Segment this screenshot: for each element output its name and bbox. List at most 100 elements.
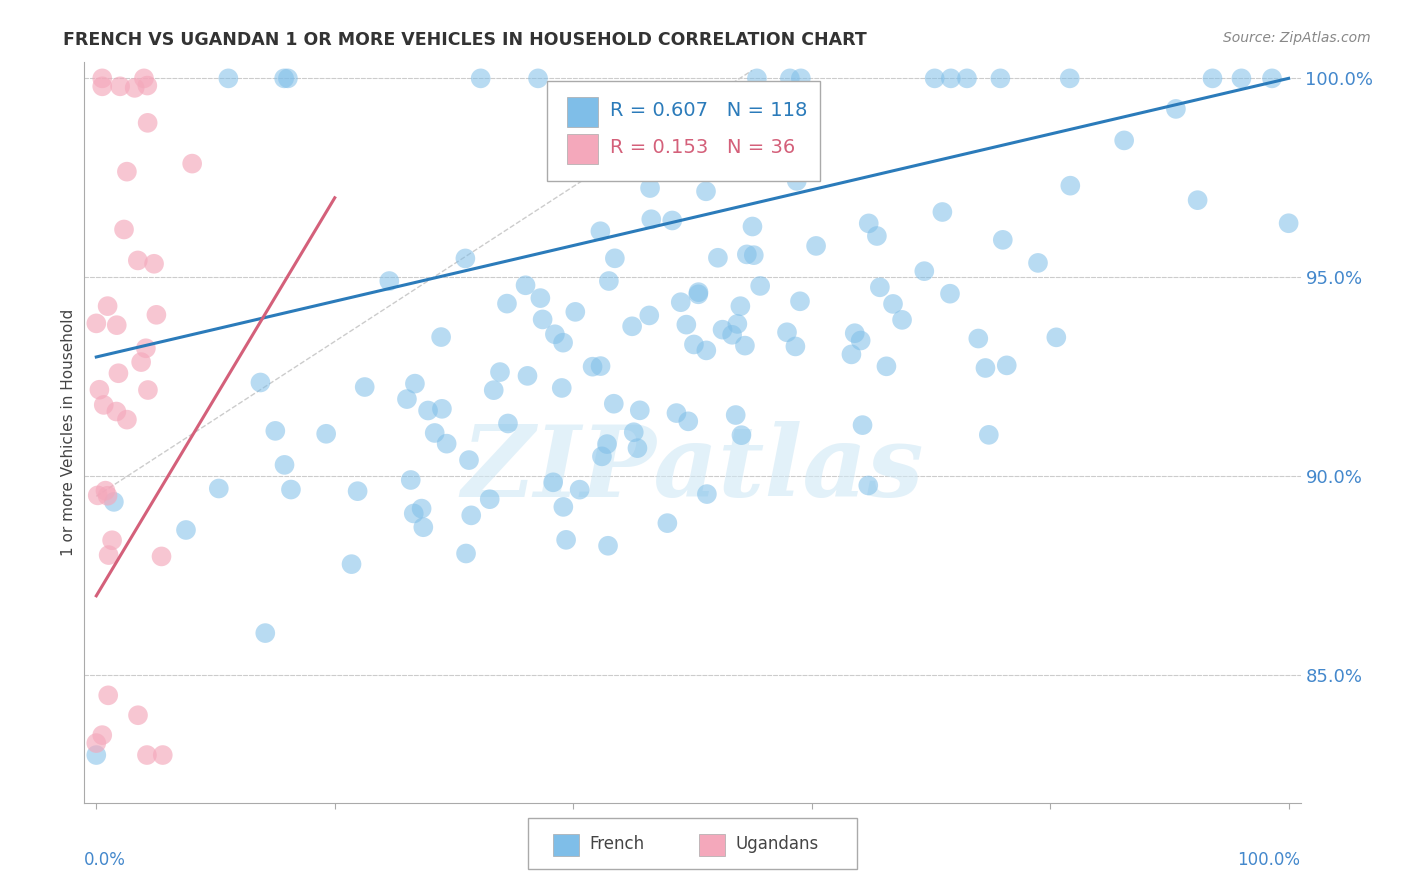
Point (108, 79, 131, 94)
Point (143, 257, 166, 271)
Point (516, 368, 538, 383)
Point (564, 305, 586, 319)
Point (412, 520, 434, 534)
Point (84, 736, 107, 750)
Point (91, 71, 114, 86)
Point (661, 213, 683, 227)
Point (995, 359, 1018, 373)
Point (711, 323, 734, 337)
Text: French: French (589, 835, 644, 853)
Point (683, 337, 706, 351)
Point (145, 308, 167, 322)
Point (721, 327, 744, 342)
Point (924, 71, 946, 86)
Point (638, 309, 661, 323)
Point (395, 392, 418, 406)
Point (129, 355, 152, 369)
Point (688, 287, 710, 301)
Point (596, 437, 619, 451)
Point (598, 274, 620, 288)
Point (496, 296, 519, 310)
Point (112, 222, 135, 236)
Point (749, 279, 772, 293)
Point (1187, 193, 1209, 207)
FancyBboxPatch shape (529, 818, 856, 870)
Point (776, 325, 799, 339)
Point (858, 216, 880, 230)
Text: Source: ZipAtlas.com: Source: ZipAtlas.com (1223, 31, 1371, 45)
Point (103, 495, 125, 509)
Point (482, 383, 505, 397)
Point (1026, 256, 1049, 270)
Point (725, 317, 748, 331)
Point (786, 174, 808, 188)
Point (280, 483, 302, 497)
Point (553, 500, 575, 514)
Point (470, 71, 492, 86)
Point (555, 533, 578, 547)
Point (974, 361, 997, 376)
Point (399, 473, 422, 487)
Point (912, 264, 935, 278)
Point (531, 312, 554, 326)
Point (454, 252, 477, 266)
Point (730, 428, 752, 442)
Point (707, 251, 730, 265)
Point (745, 71, 768, 86)
Point (136, 116, 159, 130)
Point (931, 205, 953, 219)
Point (977, 427, 1000, 442)
Point (735, 247, 758, 261)
Point (217, 71, 239, 86)
Point (430, 330, 453, 344)
Point (551, 335, 574, 350)
Point (135, 341, 157, 355)
FancyBboxPatch shape (699, 834, 725, 856)
Point (97, 299, 120, 313)
Point (132, 71, 155, 86)
Point (591, 450, 613, 464)
Point (101, 533, 124, 548)
Point (967, 332, 990, 346)
Point (454, 547, 477, 561)
Point (724, 408, 747, 422)
Point (589, 224, 612, 238)
Point (478, 492, 501, 507)
Point (115, 412, 138, 426)
Point (991, 233, 1014, 247)
Point (89, 383, 111, 397)
Point (741, 219, 763, 234)
Point (91, 728, 114, 742)
Point (136, 78, 159, 93)
Point (628, 403, 651, 417)
FancyBboxPatch shape (547, 81, 820, 181)
Point (273, 71, 295, 86)
Point (430, 401, 453, 416)
Point (264, 424, 287, 438)
Text: FRENCH VS UGANDAN 1 OR MORE VEHICLES IN HOUSEHOLD CORRELATION CHART: FRENCH VS UGANDAN 1 OR MORE VEHICLES IN … (63, 31, 868, 49)
Point (127, 253, 149, 268)
Point (208, 482, 231, 496)
Point (841, 347, 863, 361)
Point (346, 484, 368, 499)
Point (416, 403, 439, 417)
Point (858, 478, 880, 492)
Point (136, 747, 159, 762)
Point (678, 414, 700, 428)
Point (696, 487, 718, 501)
Point (515, 278, 537, 293)
Point (527, 71, 550, 86)
Point (875, 359, 897, 374)
Point (939, 286, 962, 301)
Point (657, 516, 679, 530)
Point (496, 417, 519, 431)
Point (851, 418, 873, 433)
FancyBboxPatch shape (567, 97, 598, 127)
Point (404, 376, 426, 391)
Point (1164, 102, 1187, 116)
Point (866, 229, 889, 244)
Point (1114, 133, 1136, 147)
Point (568, 483, 591, 497)
Point (87, 488, 110, 502)
Point (86, 317, 108, 331)
